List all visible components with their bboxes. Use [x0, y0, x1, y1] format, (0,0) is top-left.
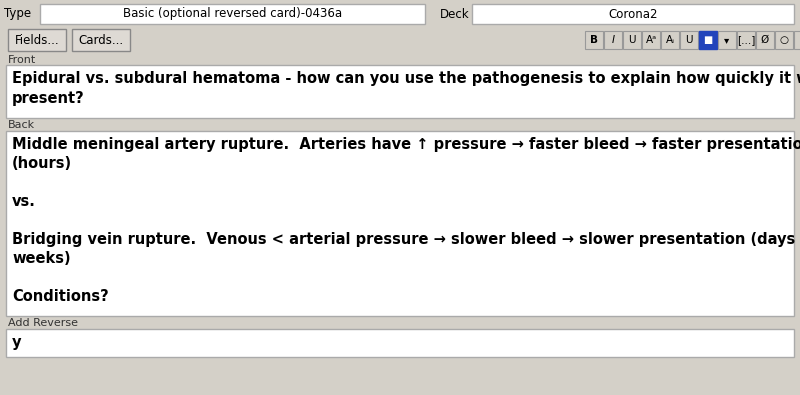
Text: I: I [611, 35, 614, 45]
Text: Conditions?: Conditions? [12, 289, 109, 304]
Text: vs.: vs. [12, 194, 36, 209]
Text: Front: Front [8, 55, 36, 65]
Text: Cards...: Cards... [78, 34, 123, 47]
Bar [718, 31, 736, 49]
Bar [642, 31, 660, 49]
Bar [699, 31, 717, 49]
Text: U: U [628, 35, 636, 45]
Text: Middle meningeal artery rupture.  Arteries have ↑ pressure → faster bleed → fast: Middle meningeal artery rupture. Arterie… [12, 137, 800, 152]
Text: Basic (optional reversed card)-0436a: Basic (optional reversed card)-0436a [123, 8, 342, 21]
Text: Add Reverse: Add Reverse [8, 318, 78, 328]
Bar [794, 31, 800, 49]
Text: Fields...: Fields... [14, 34, 59, 47]
Text: U: U [686, 35, 693, 45]
Bar [8, 29, 66, 51]
Bar [72, 29, 130, 51]
Bar [604, 31, 622, 49]
Bar [40, 4, 425, 24]
Text: (hours): (hours) [12, 156, 72, 171]
Bar [775, 31, 793, 49]
Text: Type: Type [4, 8, 31, 21]
Text: Bridging vein rupture.  Venous < arterial pressure → slower bleed → slower prese: Bridging vein rupture. Venous < arterial… [12, 232, 800, 247]
Bar [756, 31, 774, 49]
Bar [6, 329, 794, 357]
Bar [737, 31, 755, 49]
Bar [6, 131, 794, 316]
Bar [6, 65, 794, 118]
Text: [...]: [...] [737, 35, 755, 45]
Text: y: y [12, 335, 22, 350]
Text: weeks): weeks) [12, 251, 70, 266]
Text: ○: ○ [779, 35, 789, 45]
Text: Epidural vs. subdural hematoma - how can you use the pathogenesis to explain how: Epidural vs. subdural hematoma - how can… [12, 71, 800, 106]
Bar [661, 31, 679, 49]
Text: Corona2: Corona2 [608, 8, 658, 21]
Text: ■: ■ [703, 35, 713, 45]
Text: Aᵃ: Aᵃ [646, 35, 657, 45]
Bar [623, 31, 641, 49]
Text: Ø: Ø [761, 35, 769, 45]
Bar [680, 31, 698, 49]
Text: Deck: Deck [440, 8, 470, 21]
Text: ▾: ▾ [724, 35, 730, 45]
Text: Aᵢ: Aᵢ [666, 35, 674, 45]
Bar [585, 31, 603, 49]
Bar [472, 4, 794, 24]
Text: Back: Back [8, 120, 35, 130]
Text: B: B [590, 35, 598, 45]
